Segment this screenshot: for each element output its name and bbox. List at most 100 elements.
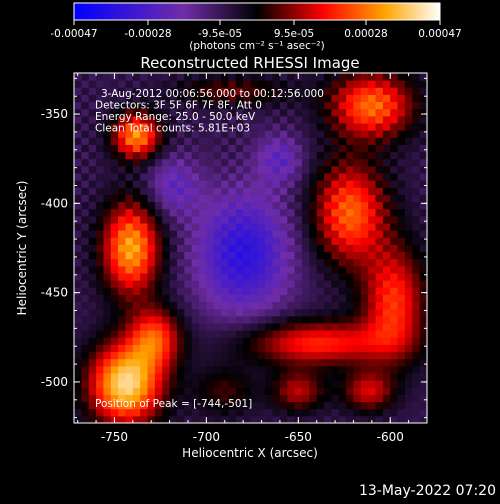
- heatmap-cell: [272, 358, 281, 367]
- heatmap-cell: [257, 151, 266, 160]
- heatmap-cell: [346, 287, 354, 295]
- heatmap-cell: [346, 87, 354, 95]
- heatmap-cell: [287, 380, 296, 388]
- heatmap-cell: [412, 337, 421, 345]
- heatmap-cell: [191, 365, 200, 374]
- heatmap-cell: [213, 123, 222, 131]
- heatmap-cell: [243, 301, 251, 310]
- heatmap-cell: [375, 358, 384, 367]
- heatmap-cell: [96, 337, 104, 345]
- heatmap-cell: [250, 258, 259, 267]
- heatmap-cell: [191, 180, 200, 188]
- heatmap-cell: [169, 144, 178, 153]
- heatmap-cell: [368, 137, 377, 145]
- heatmap-cell: [147, 294, 156, 303]
- heatmap-cell: [279, 394, 288, 403]
- heatmap-cell: [250, 87, 259, 95]
- heatmap-cell: [125, 165, 134, 174]
- heatmap-cell: [110, 87, 119, 95]
- heatmap-cell: [162, 337, 171, 345]
- heatmap-cell: [287, 237, 296, 245]
- heatmap-cell: [228, 373, 237, 381]
- heatmap-cell: [81, 244, 90, 253]
- heatmap-cell: [81, 387, 90, 395]
- heatmap-cell: [360, 315, 369, 324]
- heatmap-cell: [375, 108, 384, 117]
- heatmap-cell: [206, 130, 215, 138]
- heatmap-cell: [147, 208, 156, 217]
- heatmap-cell: [353, 180, 362, 188]
- heatmap-cell: [301, 158, 310, 167]
- heatmap-cell: [375, 351, 384, 360]
- heatmap-cell: [96, 287, 104, 295]
- heatmap-cell: [265, 287, 274, 295]
- heatmap-cell: [382, 415, 391, 423]
- heatmap-cell: [404, 215, 413, 224]
- heatmap-cell: [88, 194, 97, 203]
- heatmap-cell: [118, 130, 126, 138]
- heatmap-cell: [118, 337, 126, 345]
- heatmap-cell: [309, 137, 318, 145]
- heatmap-cell: [132, 144, 141, 153]
- heatmap-cell: [184, 80, 193, 88]
- heatmap-cell: [213, 394, 222, 403]
- heatmap-cell: [206, 401, 215, 410]
- heatmap-cell: [294, 258, 303, 267]
- heatmap-cell: [309, 315, 318, 324]
- heatmap-cell: [382, 287, 391, 295]
- heatmap-cell: [353, 330, 362, 338]
- heatmap-cell: [272, 294, 281, 303]
- heatmap-cell: [88, 308, 97, 317]
- heatmap-cell: [88, 87, 97, 95]
- heatmap-cell: [162, 251, 171, 260]
- heatmap-cell: [375, 373, 384, 381]
- heatmap-cell: [294, 151, 303, 160]
- heatmap-cell: [147, 151, 156, 160]
- heatmap-cell: [228, 394, 237, 403]
- heatmap-cell: [154, 315, 163, 324]
- heatmap-cell: [221, 144, 229, 153]
- heatmap-cell: [103, 237, 112, 245]
- heatmap-cell: [118, 194, 126, 203]
- heatmap-cell: [324, 137, 332, 145]
- heatmap-cell: [103, 101, 112, 110]
- heatmap-cell: [331, 130, 340, 138]
- heatmap-cell: [88, 130, 97, 138]
- heatmap-cell: [419, 173, 427, 181]
- heatmap-cell: [243, 244, 251, 253]
- heatmap-cell: [309, 344, 318, 353]
- heatmap-cell: [324, 344, 332, 353]
- heatmap-cell: [346, 401, 354, 410]
- heatmap-cell: [346, 230, 354, 238]
- heatmap-cell: [140, 330, 149, 338]
- heatmap-cell: [316, 123, 325, 131]
- heatmap-cell: [404, 351, 413, 360]
- heatmap-cell: [154, 73, 163, 81]
- colorbar-tick-label: 9.5e-05: [274, 28, 314, 40]
- heatmap-cell: [331, 273, 340, 281]
- heatmap-cell: [279, 273, 288, 281]
- heatmap-cell: [206, 115, 215, 124]
- heatmap-cell: [191, 237, 200, 245]
- heatmap-cell: [235, 315, 244, 324]
- heatmap-cell: [419, 215, 427, 224]
- heatmap-cell: [294, 137, 303, 145]
- heatmap-cell: [412, 180, 421, 188]
- heatmap-cell: [103, 115, 112, 124]
- heatmap-cell: [287, 287, 296, 295]
- heatmap-cell: [419, 180, 427, 188]
- heatmap-cell: [184, 108, 193, 117]
- heatmap-cell: [257, 415, 266, 423]
- heatmap-cell: [110, 173, 119, 181]
- heatmap-cell: [228, 237, 237, 245]
- heatmap-cell: [368, 123, 377, 131]
- heatmap-cell: [213, 223, 222, 231]
- heatmap-cell: [213, 144, 222, 153]
- heatmap-cell: [221, 130, 229, 138]
- heatmap-cell: [206, 151, 215, 160]
- heatmap-cell: [162, 415, 171, 423]
- heatmap-cell: [74, 230, 82, 238]
- heatmap-cell: [382, 115, 391, 124]
- heatmap-cell: [250, 165, 259, 174]
- heatmap-cell: [294, 380, 303, 388]
